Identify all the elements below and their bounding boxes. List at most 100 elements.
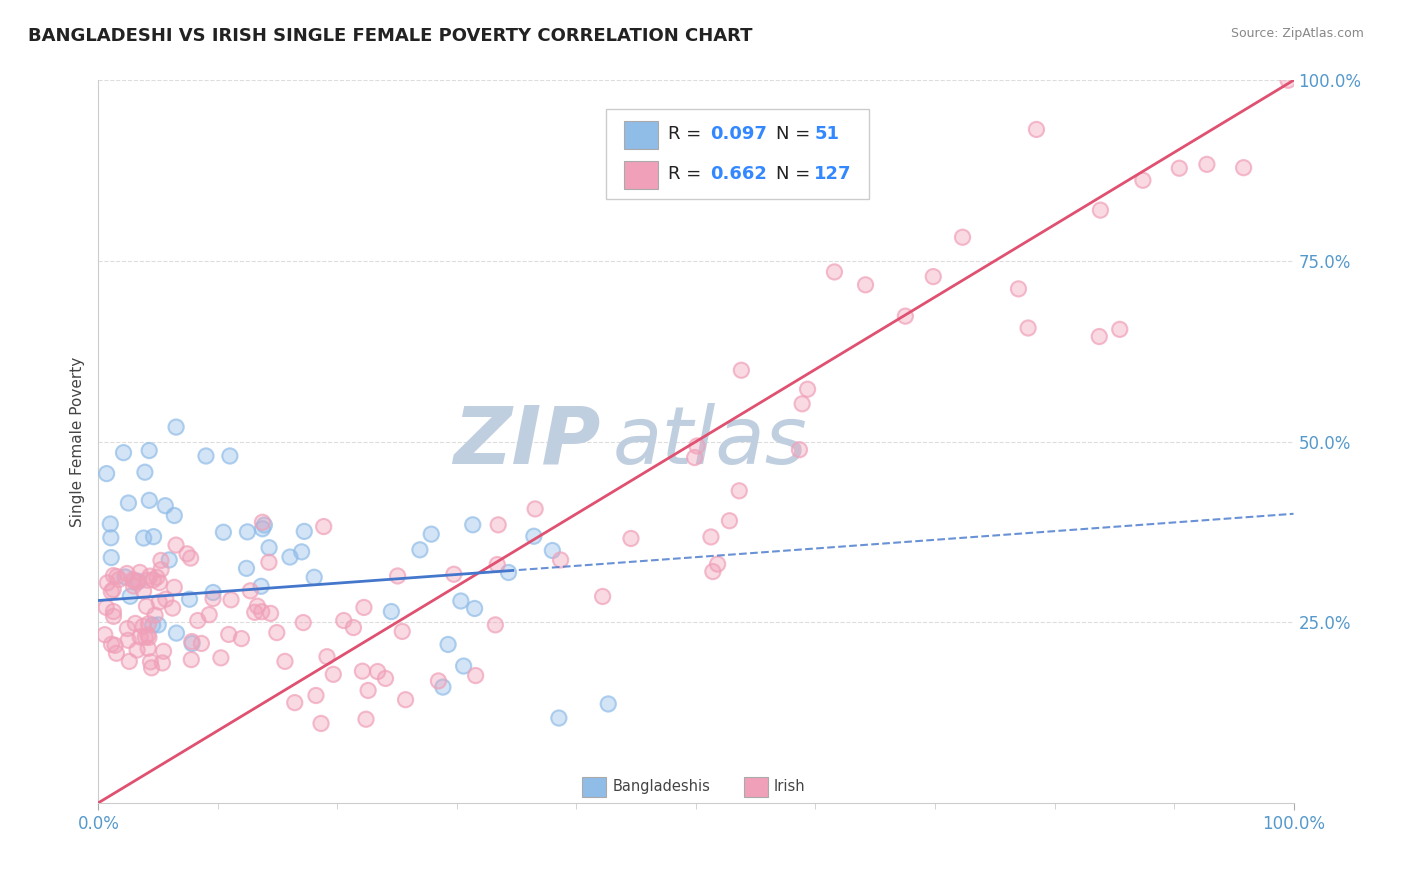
Bar bbox=[624, 121, 658, 149]
Point bbox=[231, 632, 253, 646]
Point bbox=[179, 592, 201, 607]
Point bbox=[796, 382, 818, 396]
Point bbox=[148, 575, 170, 590]
Point bbox=[162, 601, 184, 615]
Point bbox=[218, 627, 240, 641]
Point bbox=[718, 514, 741, 528]
Point bbox=[201, 591, 224, 606]
Point bbox=[103, 605, 125, 619]
Point bbox=[148, 575, 170, 590]
Point bbox=[1168, 161, 1191, 176]
Point bbox=[1233, 161, 1256, 175]
Point bbox=[157, 553, 180, 567]
Point bbox=[253, 518, 276, 533]
Point bbox=[702, 565, 724, 579]
Point bbox=[100, 550, 122, 565]
Point bbox=[409, 542, 432, 557]
Point bbox=[136, 641, 159, 656]
Point bbox=[103, 605, 125, 619]
Point bbox=[157, 553, 180, 567]
Point bbox=[420, 527, 443, 541]
Point bbox=[163, 508, 186, 523]
Point bbox=[461, 517, 484, 532]
Point bbox=[352, 664, 374, 678]
Point bbox=[1168, 161, 1191, 176]
Point bbox=[894, 309, 917, 323]
Point bbox=[209, 651, 232, 665]
Point bbox=[427, 673, 450, 688]
Point bbox=[259, 607, 281, 621]
Point bbox=[792, 397, 814, 411]
Point bbox=[122, 574, 145, 589]
Point bbox=[235, 561, 257, 575]
Point bbox=[464, 601, 486, 615]
Bar bbox=[624, 161, 658, 189]
Point bbox=[100, 550, 122, 565]
Point bbox=[243, 605, 266, 619]
Point bbox=[155, 592, 177, 607]
Point bbox=[432, 680, 454, 694]
Point bbox=[718, 514, 741, 528]
Point bbox=[1025, 122, 1047, 136]
Point bbox=[138, 493, 160, 508]
Point bbox=[316, 649, 339, 664]
Point bbox=[138, 493, 160, 508]
Point bbox=[236, 524, 259, 539]
Point bbox=[138, 616, 160, 631]
Point bbox=[391, 624, 413, 639]
Point bbox=[114, 570, 136, 584]
Point bbox=[108, 573, 131, 587]
Point bbox=[592, 590, 614, 604]
Point bbox=[142, 530, 165, 544]
Point bbox=[437, 637, 460, 651]
Point bbox=[96, 600, 118, 615]
Point bbox=[100, 637, 122, 651]
Point bbox=[202, 585, 225, 599]
Point bbox=[141, 661, 163, 675]
Point bbox=[132, 531, 155, 545]
Point bbox=[250, 579, 273, 593]
Point bbox=[332, 614, 354, 628]
Point bbox=[252, 515, 274, 529]
Point bbox=[132, 531, 155, 545]
Point bbox=[165, 626, 187, 640]
Point bbox=[103, 609, 125, 624]
Point bbox=[353, 600, 375, 615]
Point bbox=[523, 529, 546, 543]
Point bbox=[103, 582, 125, 597]
Point bbox=[292, 524, 315, 539]
Point bbox=[823, 265, 845, 279]
Point bbox=[235, 561, 257, 575]
Point bbox=[146, 570, 169, 584]
Point bbox=[165, 420, 187, 434]
Point bbox=[702, 565, 724, 579]
Point bbox=[132, 584, 155, 599]
Point bbox=[700, 530, 723, 544]
Point bbox=[443, 567, 465, 582]
Point bbox=[292, 615, 315, 630]
Point bbox=[219, 449, 242, 463]
Point bbox=[163, 580, 186, 594]
Point bbox=[105, 569, 128, 583]
Point bbox=[128, 574, 150, 589]
Point bbox=[155, 499, 177, 513]
Point bbox=[181, 636, 204, 650]
Point bbox=[250, 605, 273, 619]
Point bbox=[1132, 173, 1154, 187]
Point bbox=[165, 538, 187, 552]
Point bbox=[219, 592, 242, 607]
Point bbox=[129, 630, 152, 644]
Point bbox=[1277, 73, 1299, 87]
Point bbox=[118, 654, 141, 668]
Point bbox=[103, 568, 125, 582]
Point bbox=[122, 574, 145, 589]
Point bbox=[246, 599, 269, 614]
Point bbox=[138, 631, 160, 645]
Point bbox=[728, 483, 751, 498]
Point bbox=[138, 443, 160, 458]
Point bbox=[117, 633, 139, 648]
Point bbox=[152, 644, 174, 658]
Point bbox=[132, 619, 155, 633]
Point bbox=[706, 557, 728, 571]
Point bbox=[706, 557, 728, 571]
